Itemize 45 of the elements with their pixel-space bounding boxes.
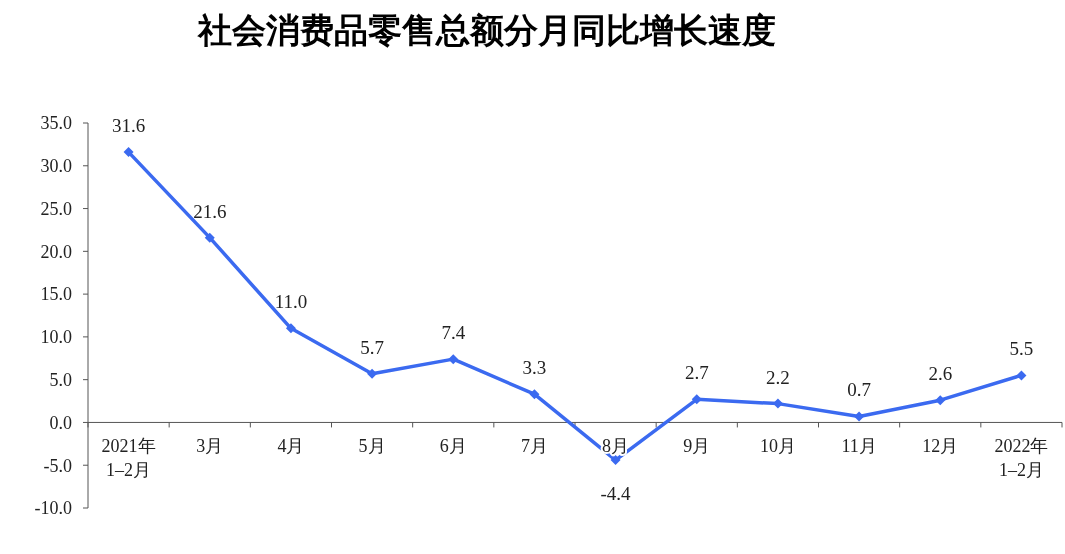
x-tick-label: 9月 xyxy=(683,436,711,457)
x-tick-label: 7月 xyxy=(520,436,548,457)
y-tick-label: 10.0 xyxy=(40,327,72,348)
point xyxy=(610,455,621,466)
text: 2.6 xyxy=(928,363,953,385)
point xyxy=(935,395,946,406)
y-tick-label: -10.0 xyxy=(34,498,72,519)
point xyxy=(691,394,702,405)
chart-title: 社会消费品零售总额分月同比增长速度 xyxy=(197,12,776,49)
point xyxy=(123,147,134,158)
y-tick-label: 25.0 xyxy=(40,198,72,219)
text: 21.6 xyxy=(193,200,227,222)
y-tick-label: -5.0 xyxy=(43,455,72,476)
point xyxy=(448,354,459,365)
x-tick-label: 11月 xyxy=(841,436,877,457)
y-tick-label: 5.0 xyxy=(49,369,72,390)
y-tick-label: 20.0 xyxy=(40,241,72,262)
point xyxy=(1016,370,1027,381)
point xyxy=(367,368,378,379)
text: 0.7 xyxy=(847,379,871,401)
text: 11.0 xyxy=(274,291,308,313)
x-tick-label: 10月 xyxy=(759,436,796,457)
text: 5.5 xyxy=(1009,338,1034,360)
y-tick-label: 15.0 xyxy=(40,284,72,305)
x-tick-label: 12月 xyxy=(922,436,959,457)
x-tick-label: 2021年 1–2月 xyxy=(101,436,156,481)
text: -4.4 xyxy=(600,483,631,505)
point xyxy=(529,389,540,400)
x-tick-label: 6月 xyxy=(439,436,467,457)
point xyxy=(204,232,215,243)
y-tick-label: 30.0 xyxy=(40,156,72,177)
y-tick-label: 0.0 xyxy=(49,412,72,433)
x-tick-label: 3月 xyxy=(196,436,224,457)
text: 7.4 xyxy=(441,322,466,344)
x-tick-label: 2022年 1–2月 xyxy=(994,436,1049,481)
text: 31.6 xyxy=(111,115,146,137)
x-tick-label: 5月 xyxy=(358,436,386,457)
point xyxy=(854,411,865,422)
point xyxy=(285,323,296,334)
y-tick-label: 35.0 xyxy=(40,113,72,134)
text: 5.7 xyxy=(360,336,384,358)
text: 2.2 xyxy=(766,366,790,388)
x-tick-label: 4月 xyxy=(277,436,305,457)
text: 2.7 xyxy=(684,362,709,384)
text: 3.3 xyxy=(522,357,547,379)
